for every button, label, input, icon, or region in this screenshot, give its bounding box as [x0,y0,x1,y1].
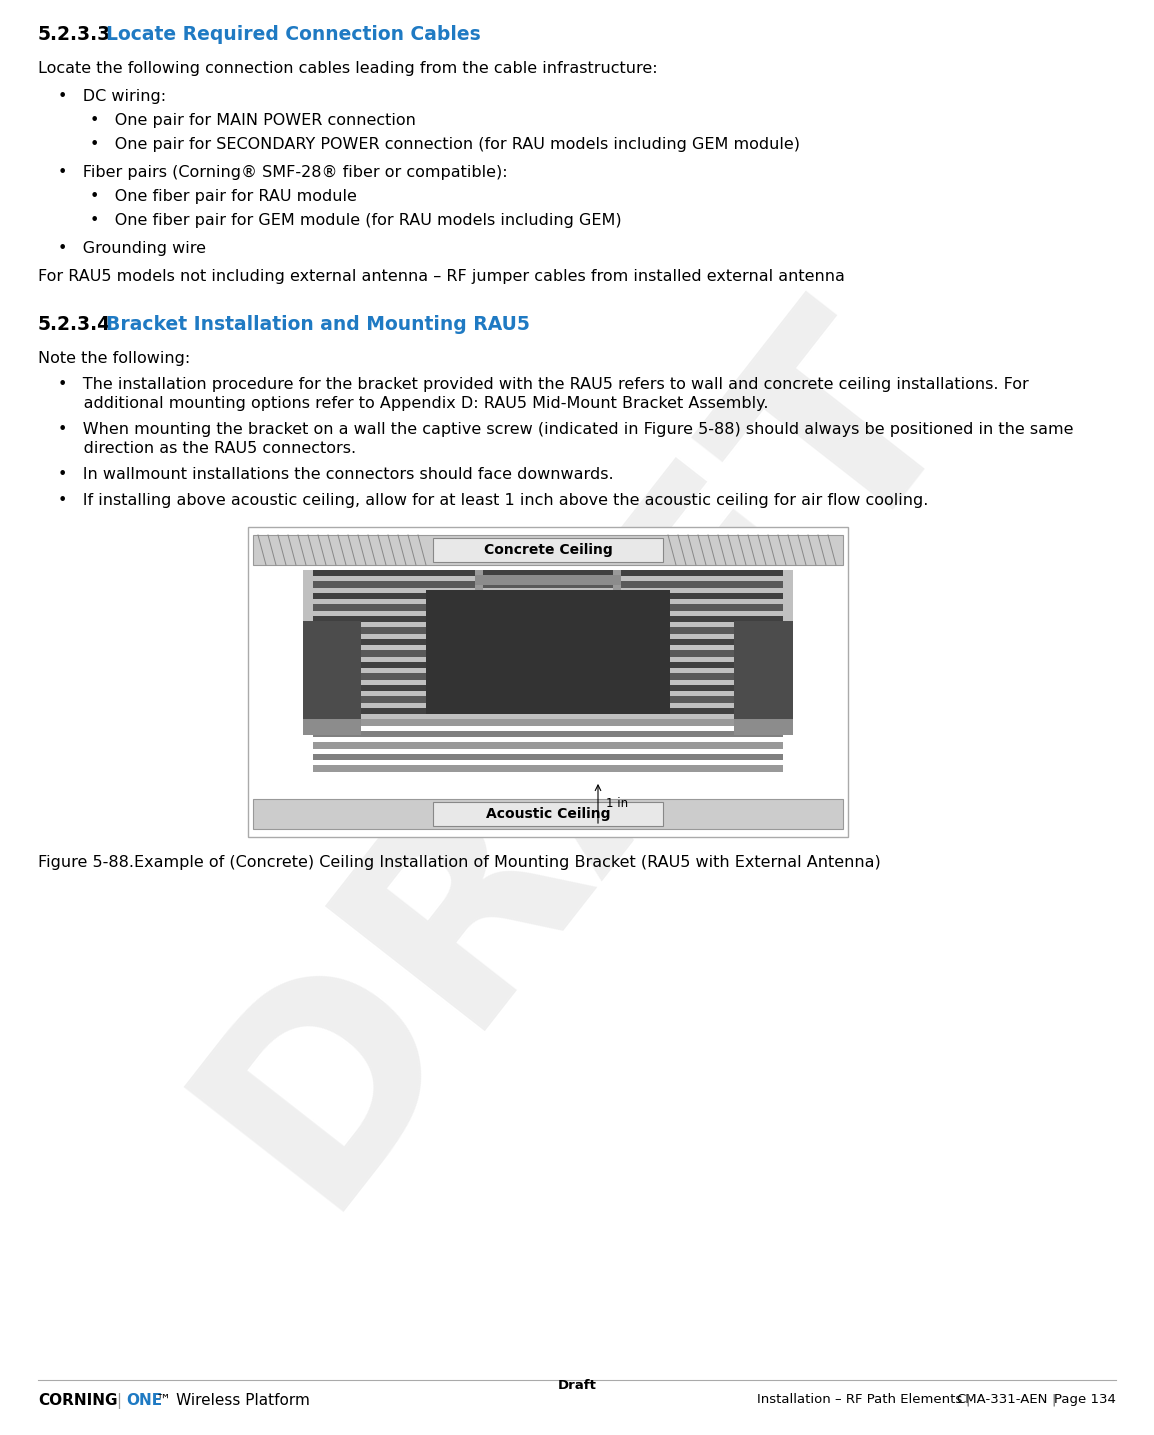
Bar [253,799,844,829]
Text: •   In wallmount installations the connectors should face downwards.: • In wallmount installations the connect… [58,466,614,482]
Text: Note the following:: Note the following: [38,352,190,366]
Text: 5.2.3.4: 5.2.3.4 [38,316,111,334]
Text: 5.2.3.3: 5.2.3.3 [38,24,111,44]
Text: •   One fiber pair for GEM module (for RAU models including GEM): • One fiber pair for GEM module (for RAU… [90,212,622,228]
Text: •   One pair for SECONDARY POWER connection (for RAU models including GEM module: • One pair for SECONDARY POWER connectio… [90,136,800,152]
Text: additional mounting options refer to Appendix D: RAU5 Mid-Mount Bracket Assembly: additional mounting options refer to App… [58,396,769,410]
Text: |: | [966,1393,971,1406]
Text: •   When mounting the bracket on a wall the captive screw (indicated in Figure 5: • When mounting the bracket on a wall th… [58,422,1073,438]
Bar [248,527,848,837]
Text: •   One pair for MAIN POWER connection: • One pair for MAIN POWER connection [90,113,415,128]
Bar [433,538,664,563]
Text: Acoustic Ceiling: Acoustic Ceiling [486,806,610,821]
Text: Draft: Draft [557,1379,597,1392]
Text: |: | [1051,1393,1056,1406]
Text: Installation – RF Path Elements: Installation – RF Path Elements [757,1393,962,1406]
Text: •   If installing above acoustic ceiling, allow for at least 1 inch above the ac: • If installing above acoustic ceiling, … [58,494,928,508]
Text: 1 in: 1 in [606,796,628,809]
Text: Figure 5-88.Example of (Concrete) Ceiling Installation of Mounting Bracket (RAU5: Figure 5-88.Example of (Concrete) Ceilin… [38,855,881,870]
Text: Locate the following connection cables leading from the cable infrastructure:: Locate the following connection cables l… [38,62,658,76]
Text: •   The installation procedure for the bracket provided with the RAU5 refers to : • The installation procedure for the bra… [58,377,1028,392]
Text: |: | [117,1393,121,1409]
Text: •   Grounding wire: • Grounding wire [58,241,207,255]
Text: For RAU5 models not including external antenna – RF jumper cables from installed: For RAU5 models not including external a… [38,268,845,284]
Text: direction as the RAU5 connectors.: direction as the RAU5 connectors. [58,441,357,456]
Text: Locate Required Connection Cables: Locate Required Connection Cables [106,24,481,44]
Text: CORNING: CORNING [38,1393,118,1408]
Text: CMA-331-AEN: CMA-331-AEN [957,1393,1048,1406]
Text: •   DC wiring:: • DC wiring: [58,89,166,103]
Text: •   Fiber pairs (Corning® SMF-28® fiber or compatible):: • Fiber pairs (Corning® SMF-28® fiber or… [58,165,508,179]
Text: Bracket Installation and Mounting RAU5: Bracket Installation and Mounting RAU5 [106,316,530,334]
Text: ONE: ONE [126,1393,162,1408]
Text: Concrete Ceiling: Concrete Ceiling [484,542,613,557]
Bar [433,802,664,827]
Text: ™ Wireless Platform: ™ Wireless Platform [156,1393,310,1408]
Bar [253,535,844,565]
Text: DRAFT: DRAFT [151,263,1003,1247]
Text: •   One fiber pair for RAU module: • One fiber pair for RAU module [90,189,357,204]
Text: Page 134: Page 134 [1054,1393,1116,1406]
